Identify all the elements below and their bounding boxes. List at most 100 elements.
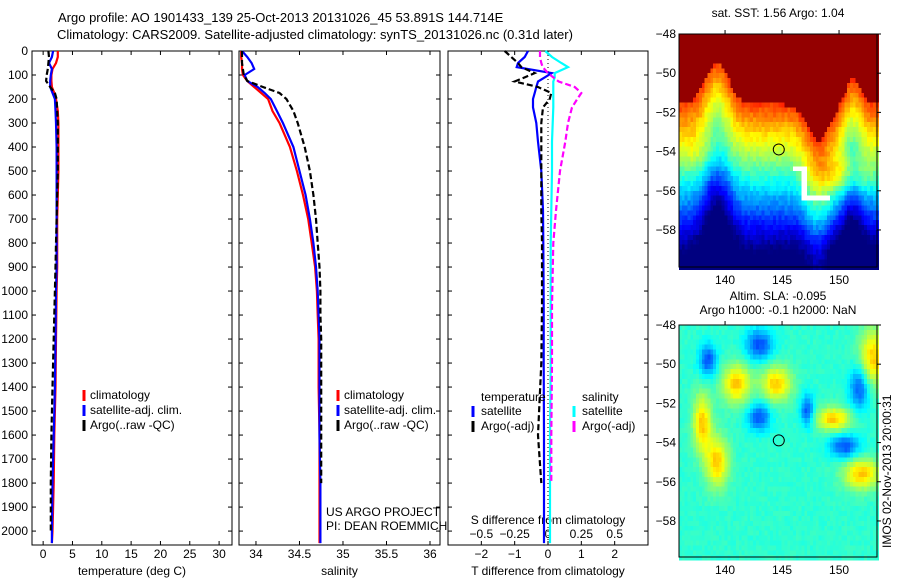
map-cell (755, 383, 760, 390)
map-cell (755, 48, 760, 55)
map-cell (755, 408, 760, 414)
map-cell (753, 540, 757, 546)
map-cell (815, 83, 820, 89)
map-cell (747, 210, 751, 216)
map-cell (810, 43, 814, 50)
map-cell (753, 234, 757, 241)
map-cell (764, 68, 768, 74)
map-cell (747, 225, 751, 231)
map-cell (812, 230, 817, 236)
map-cell (681, 63, 686, 69)
map-cell (850, 127, 854, 133)
map-cell (758, 166, 763, 172)
map-cell (713, 166, 717, 172)
map-cell (790, 166, 794, 172)
map-cell (750, 97, 754, 104)
map-cell (716, 225, 720, 231)
map-cell (798, 87, 803, 94)
map-cell (807, 63, 811, 69)
map-cell (730, 349, 734, 355)
map-cell (847, 132, 851, 138)
map-cell (798, 117, 803, 123)
map-cell (795, 166, 800, 172)
map-cell (718, 447, 723, 453)
map-cell (724, 34, 728, 40)
map-cell (724, 230, 728, 236)
map-cell (718, 486, 723, 493)
map-cell (724, 545, 728, 551)
map-cell (707, 325, 711, 331)
map-cell (807, 43, 811, 50)
map-cell (679, 107, 683, 113)
map-cell (764, 107, 768, 113)
map-cell (690, 117, 694, 123)
map-cell (701, 112, 706, 118)
map-cell (744, 132, 748, 138)
map-cell (804, 132, 808, 138)
map-cell (684, 427, 689, 434)
map-cell (753, 520, 757, 527)
map-cell (733, 413, 737, 419)
map-cell (778, 259, 783, 265)
map-cell (750, 374, 754, 380)
map-cell (801, 259, 805, 265)
map-cell (867, 181, 871, 187)
map-cell (693, 506, 697, 512)
map-cell (727, 205, 731, 211)
map-cell (679, 427, 683, 434)
map-cell (701, 496, 706, 502)
map-cell (850, 230, 854, 236)
map-cell (821, 38, 825, 45)
map-cell (693, 403, 697, 409)
map-cell (841, 185, 845, 192)
map-cell (696, 349, 700, 355)
map-cell (864, 200, 868, 207)
map-cell (827, 215, 831, 221)
map-cell (707, 506, 711, 512)
map-cell (790, 107, 794, 113)
map-cell (758, 171, 763, 177)
map-cell (753, 349, 757, 355)
x-tick-label: 30 (212, 547, 226, 561)
map-cell (710, 102, 714, 109)
map-cell (687, 141, 691, 148)
map-cell (738, 73, 743, 79)
map-cell (775, 102, 780, 109)
map-cell (755, 334, 760, 341)
map-cell (747, 329, 751, 336)
map-cell (821, 259, 825, 265)
map-cell (790, 83, 794, 89)
map-cell (684, 53, 689, 60)
map-cell (696, 117, 700, 123)
map-cell (724, 239, 728, 246)
map-cell (693, 388, 697, 395)
map-cell (784, 102, 788, 109)
map-cell (861, 181, 865, 187)
map-cell (864, 146, 868, 153)
map-cell (687, 437, 691, 444)
map-cell (850, 220, 854, 226)
map-cell (787, 87, 791, 94)
map-cell (867, 87, 871, 94)
map-cell (716, 472, 720, 478)
map-cell (767, 166, 771, 172)
map-cell (855, 83, 860, 89)
map-cell (730, 491, 734, 498)
map-cell (698, 369, 703, 375)
map-cell (684, 506, 689, 512)
map-cell (818, 136, 822, 143)
map-cell (693, 141, 697, 148)
map-cell (795, 234, 800, 241)
map-cell (724, 452, 728, 458)
map-cell (707, 161, 711, 167)
map-cell (727, 185, 731, 192)
map-cell (858, 78, 862, 84)
map-cell (770, 83, 774, 89)
map-cell (770, 259, 774, 265)
map-cell (716, 215, 720, 221)
map-cell (698, 329, 703, 336)
map-cell (713, 141, 717, 148)
map-cell (855, 117, 860, 123)
map-cell (681, 156, 686, 162)
map-cell (721, 535, 726, 542)
